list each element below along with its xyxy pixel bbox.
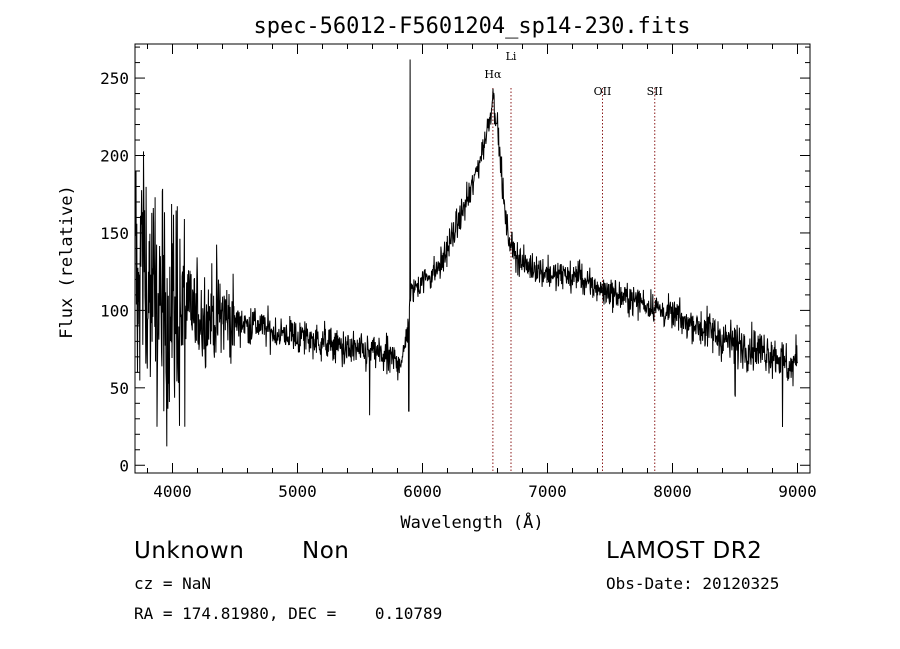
observation-date: Obs-Date: 20120325 (606, 574, 780, 593)
line-marker-label: Hα (484, 68, 502, 81)
line-markers: Hα Li OII SII (484, 50, 663, 473)
axes: 4000 5000 6000 7000 8000 9000 0 50 100 150 200 250 (100, 43, 817, 501)
y-tick-label: 200 (100, 147, 129, 166)
line-marker-label: SII (647, 85, 663, 98)
y-tick-label: 50 (110, 379, 129, 398)
y-axis-label: Flux (relative) (57, 185, 77, 339)
x-tick-label: 9000 (778, 482, 817, 501)
y-tick-label: 100 (100, 301, 129, 320)
x-axis-label: Wavelength (Å) (400, 511, 543, 533)
x-tick-label: 4000 (153, 482, 192, 501)
coordinates: RA = 174.81980, DEC = 0.10789 (134, 604, 443, 623)
spectrum-line (135, 59, 798, 447)
chart-title: spec-56012-F5601204_sp14-230.fits (253, 14, 690, 39)
redshift-cz: cz = NaN (134, 574, 212, 593)
y-tick-label: 0 (119, 456, 129, 475)
plot-frame (134, 43, 811, 474)
y-tick-label: 150 (100, 224, 129, 243)
object-subclass: Non (302, 538, 350, 564)
survey-name: LAMOST DR2 (606, 538, 763, 564)
line-marker-label: OII (594, 85, 612, 98)
y-tick-label: 250 (100, 69, 129, 88)
x-tick-label: 5000 (278, 482, 317, 501)
line-marker-label: Li (506, 50, 517, 63)
object-class: Unknown (134, 538, 245, 564)
x-tick-label: 8000 (653, 482, 692, 501)
x-tick-label: 6000 (403, 482, 442, 501)
series-group (135, 59, 798, 447)
x-tick-label: 7000 (528, 482, 567, 501)
